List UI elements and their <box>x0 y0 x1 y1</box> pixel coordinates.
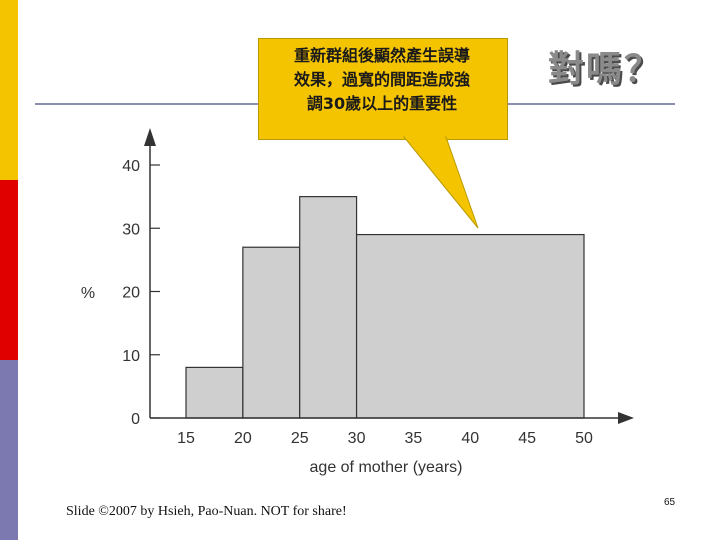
page-number: 65 <box>664 497 676 508</box>
x-tick-label: 20 <box>234 430 252 447</box>
callout-text: 重新群組後顯然產生誤導 效果，過寬的間距造成強 調30歲以上的重要性 <box>293 46 470 113</box>
x-tick-label: 45 <box>518 430 536 447</box>
x-tick-label: 15 <box>177 430 195 447</box>
x-tick-label: 35 <box>405 430 423 447</box>
x-axis-title: age of mother (years) <box>310 459 463 476</box>
y-tick-label: 10 <box>122 348 140 365</box>
histogram-bar-3 <box>355 233 585 419</box>
question-heading: 對嗎？ <box>548 48 663 90</box>
y-tick-label: 20 <box>122 285 140 302</box>
x-tick-label: 40 <box>461 430 479 447</box>
footer-text: Slide ©2007 by Hsieh, Pao-Nuan. NOT for … <box>66 504 347 519</box>
y-axis-title: % <box>81 285 95 302</box>
callout-box <box>258 38 508 140</box>
accent-bar-red <box>0 180 18 360</box>
histogram-bar-0 <box>185 366 244 419</box>
accent-bar-purple <box>0 360 18 540</box>
accent-bar-yellow <box>0 0 18 180</box>
y-tick-label: 0 <box>131 411 140 428</box>
x-axis-arrow <box>618 412 634 424</box>
x-tick-label: 30 <box>348 430 366 447</box>
x-tick-label: 25 <box>291 430 309 447</box>
y-tick-label: 30 <box>122 221 140 238</box>
y-tick-label: 40 <box>122 158 140 175</box>
y-axis-arrow <box>144 128 156 146</box>
x-tick-label: 50 <box>575 430 593 447</box>
